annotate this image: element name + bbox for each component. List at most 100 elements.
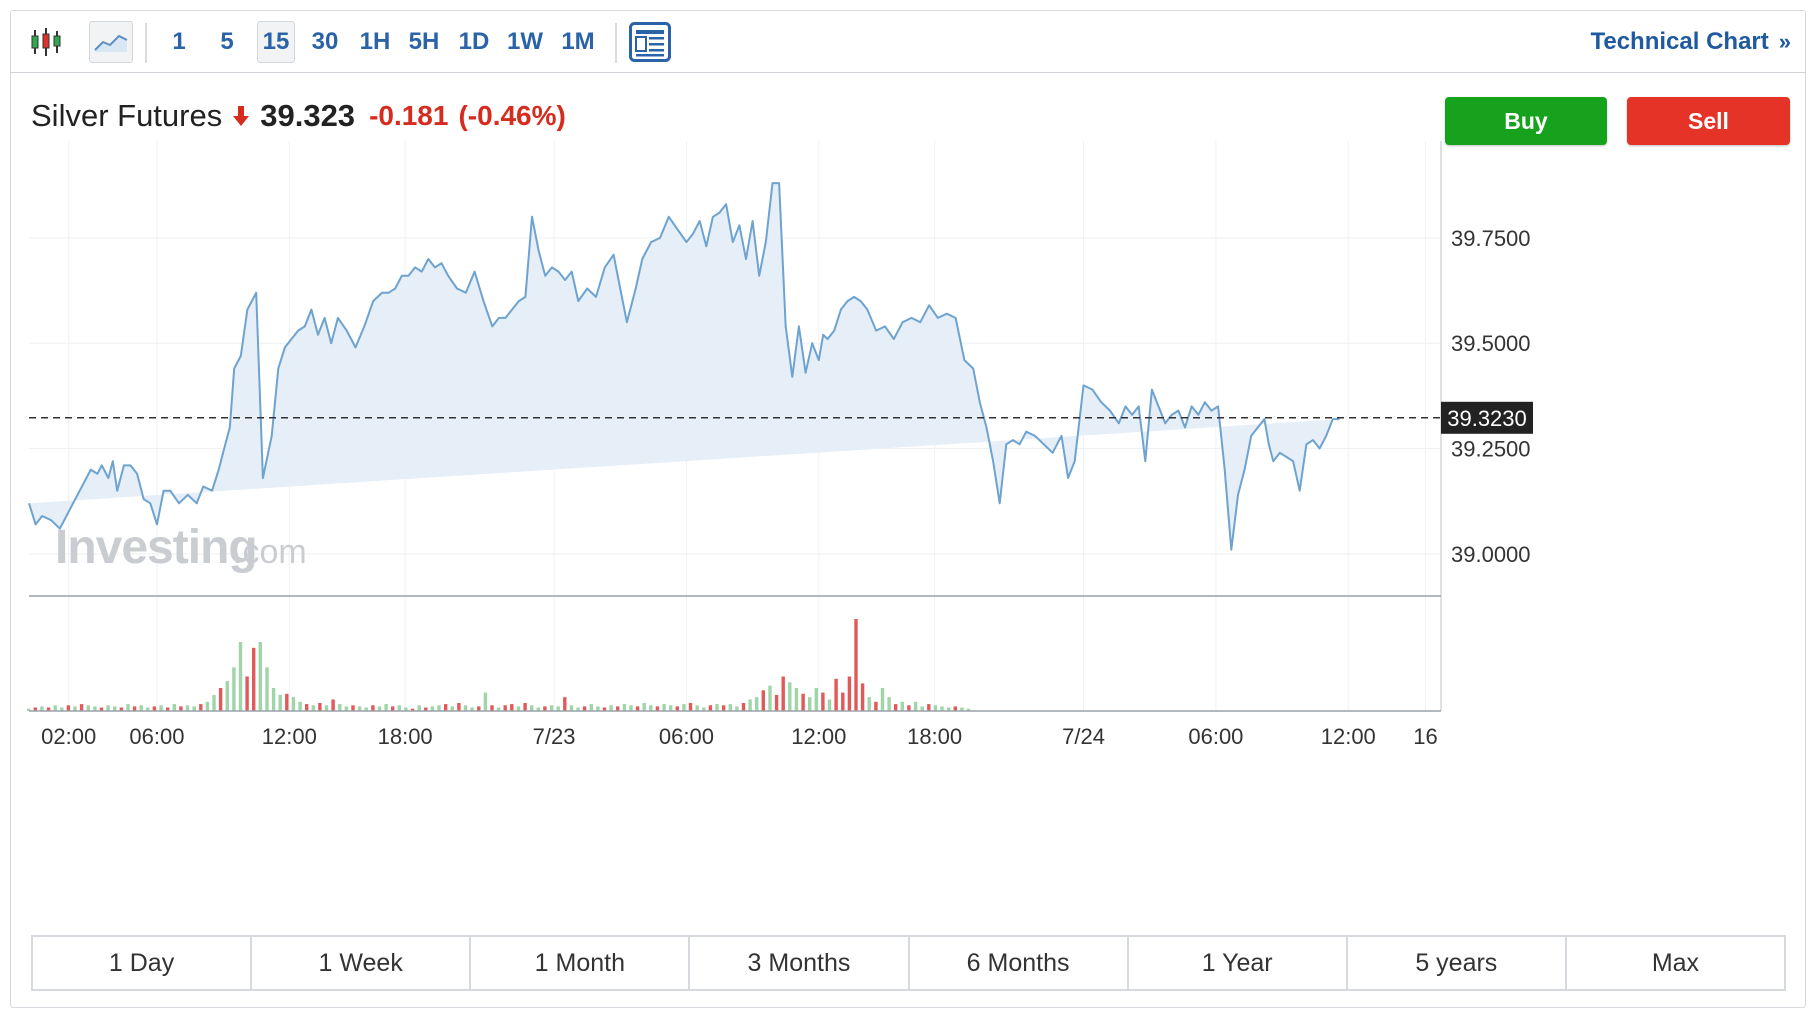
volume-bar	[708, 705, 713, 712]
instrument-name: Silver Futures	[31, 98, 223, 133]
chart-toolbar: 1 5 15 30 1H 5H 1D 1W 1M Technical Chart…	[11, 11, 1805, 73]
volume-bar	[305, 704, 309, 711]
interval-1m[interactable]: 1M	[561, 28, 595, 55]
area-chart-icon[interactable]	[89, 21, 133, 63]
range-tab-6-months[interactable]: 6 Months	[909, 937, 1129, 989]
volume-bar	[450, 706, 454, 711]
volume-bar	[179, 706, 183, 711]
range-tab-1-month[interactable]: 1 Month	[471, 937, 691, 989]
volume-bar	[735, 706, 739, 711]
volume-bar	[549, 705, 554, 712]
range-tab-1-year[interactable]: 1 Year	[1128, 937, 1348, 989]
volume-bar	[205, 701, 210, 711]
volume-bar	[252, 647, 256, 712]
volume-bar	[854, 619, 858, 711]
volume-bar	[563, 697, 567, 711]
volume-bar	[642, 703, 646, 711]
interval-5[interactable]: 5	[220, 28, 234, 55]
volume-bar	[53, 705, 57, 712]
volume-bar	[556, 706, 560, 711]
volume-bar	[543, 706, 547, 711]
volume-bar	[424, 707, 428, 711]
volume-bar	[755, 697, 759, 711]
volume-bar	[212, 694, 216, 711]
volume-bar	[569, 705, 574, 712]
buy-button[interactable]: Buy	[1445, 97, 1607, 145]
volume-bar	[457, 703, 461, 711]
volume-bar	[496, 707, 501, 711]
volume-bar	[847, 676, 852, 711]
volume-bar	[357, 706, 362, 711]
range-tab-3-months[interactable]: 3 Months	[690, 937, 910, 989]
interval-1w[interactable]: 1W	[507, 28, 543, 55]
volume-bar	[761, 690, 765, 711]
range-tab-1-day[interactable]: 1 Day	[33, 937, 253, 989]
volume-bar	[582, 706, 587, 711]
volume-bar	[93, 706, 97, 711]
volume-bar	[152, 706, 157, 711]
volume-bar	[927, 704, 931, 711]
volume-bar	[801, 693, 805, 712]
price-series-line	[28, 182, 1340, 551]
volume-bar	[338, 704, 342, 711]
toolbar-divider	[145, 23, 147, 63]
volume-bar	[589, 704, 593, 711]
candlestick-chart-icon[interactable]	[27, 21, 67, 63]
last-price-marker: 39.3230	[29, 401, 1533, 434]
volume-bar	[887, 697, 891, 711]
volume-bar	[523, 703, 527, 711]
interval-30[interactable]: 30	[311, 28, 339, 55]
y-tick-label: 39.5000	[1451, 331, 1531, 356]
volume-bar	[933, 705, 938, 712]
interval-5h[interactable]: 5H	[408, 28, 440, 55]
volume-bar	[748, 699, 752, 711]
volume-bar	[324, 705, 329, 712]
volume-bar	[483, 692, 488, 711]
volume-bar	[106, 705, 110, 712]
interval-1d[interactable]: 1D	[458, 28, 490, 55]
volume-bar	[794, 688, 799, 711]
volume-bar	[814, 688, 818, 711]
volume-bar	[622, 704, 627, 711]
technical-chart-link[interactable]: Technical Chart »	[1590, 21, 1791, 63]
range-tab-max[interactable]: Max	[1566, 937, 1784, 989]
volume-bar	[377, 706, 382, 711]
volume-bar	[258, 642, 262, 711]
volume-bar	[728, 704, 732, 711]
volume-bar	[79, 704, 84, 711]
toolbar-divider	[615, 23, 617, 63]
volume-bar	[463, 705, 468, 712]
sell-button[interactable]: Sell	[1627, 97, 1790, 145]
range-tab-1-week[interactable]: 1 Week	[252, 937, 472, 989]
volume-bar	[669, 705, 673, 712]
volume-bar	[880, 688, 885, 711]
volume-bar	[907, 705, 911, 712]
volume-bar	[695, 705, 699, 712]
range-tab-5-years[interactable]: 5 years	[1347, 937, 1567, 989]
x-tick-label: 18:00	[378, 724, 433, 749]
price-area-fill	[29, 183, 1340, 550]
volume-bar	[874, 701, 878, 711]
volume-bar	[238, 642, 243, 711]
volume-bar	[920, 706, 924, 711]
quote-header: Silver Futures 39.323 -0.181 (-0.46%)	[31, 95, 566, 137]
interval-15[interactable]: 15	[257, 21, 295, 63]
volume-bar	[265, 667, 269, 711]
news-overlay-icon[interactable]	[627, 21, 673, 63]
double-chevron-right-icon: »	[1778, 29, 1791, 54]
x-tick-label: 18:00	[907, 724, 962, 749]
volume-bar	[344, 706, 349, 711]
volume-bar	[635, 706, 640, 711]
volume-bar	[73, 706, 77, 711]
price-chart[interactable]: Investing .com 39.7500 39.5000 39.2500 39.0…	[11, 11, 1807, 911]
price-change: -0.181	[369, 100, 449, 131]
volume-bar	[271, 688, 276, 711]
volume-bar	[788, 682, 792, 712]
volume-bar	[291, 697, 296, 711]
volume-bar	[404, 707, 408, 711]
volume-bar	[172, 704, 176, 711]
x-tick-label: 7/24	[1062, 724, 1105, 749]
interval-1h[interactable]: 1H	[359, 28, 391, 55]
interval-1[interactable]: 1	[172, 28, 186, 55]
volume-bar	[444, 704, 448, 711]
